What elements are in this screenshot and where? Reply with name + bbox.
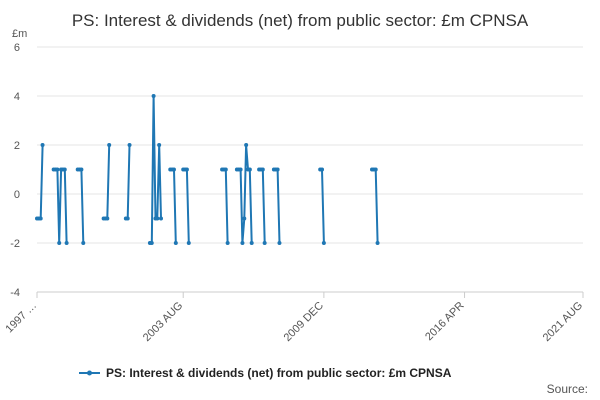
data-point[interactable]: [249, 241, 254, 245]
data-point[interactable]: [277, 241, 282, 245]
legend[interactable]: PS: Interest & dividends (net) from publ…: [79, 366, 452, 380]
series-segment: [149, 95, 162, 244]
data-point[interactable]: [375, 241, 380, 245]
x-tick-label: 2003 AUG: [141, 300, 185, 344]
series-segment: [170, 168, 177, 244]
gridlines: [37, 46, 583, 293]
data-point[interactable]: [171, 167, 176, 172]
x-tick-label: 2021 AUG: [541, 300, 585, 344]
chart-title: PS: Interest & dividends (net) from publ…: [72, 11, 529, 30]
series-segment: [259, 168, 266, 244]
series-line[interactable]: [35, 94, 380, 245]
x-tick-label: 1997 …: [3, 300, 39, 336]
data-point[interactable]: [238, 167, 243, 172]
y-tick-label: 2: [14, 140, 20, 152]
data-point[interactable]: [64, 241, 69, 245]
x-tick-label: 2016 APR: [423, 300, 467, 344]
data-point[interactable]: [38, 216, 43, 221]
x-axis: 1997 … 2003 AUG 2009 DEC 2016 APR 2021 AUG: [3, 292, 585, 344]
data-point[interactable]: [260, 167, 265, 172]
data-point[interactable]: [125, 216, 130, 221]
data-point[interactable]: [57, 241, 62, 245]
series-segment: [183, 168, 190, 244]
data-point[interactable]: [159, 216, 164, 221]
data-point[interactable]: [105, 216, 110, 221]
source-label: Source:: [547, 382, 588, 396]
data-point[interactable]: [55, 167, 60, 172]
legend-marker-swatch: [87, 370, 92, 376]
data-point[interactable]: [149, 241, 154, 245]
data-point[interactable]: [275, 167, 280, 172]
series-segment: [37, 144, 44, 220]
data-point[interactable]: [107, 143, 112, 147]
series-layer: [35, 94, 380, 245]
data-point[interactable]: [225, 241, 230, 245]
series-segment: [53, 168, 68, 244]
y-tick-label: -4: [10, 287, 20, 299]
series-segment: [222, 168, 229, 244]
series-segment: [372, 168, 379, 244]
x-tick-label: 2009 DEC: [282, 300, 326, 344]
data-point[interactable]: [186, 241, 191, 245]
y-tick-label: 0: [14, 189, 20, 201]
data-point[interactable]: [157, 143, 162, 147]
data-point[interactable]: [244, 143, 249, 147]
data-point[interactable]: [151, 94, 156, 98]
data-point[interactable]: [155, 216, 160, 221]
legend-label: PS: Interest & dividends (net) from publ…: [106, 366, 452, 380]
y-tick-label: 4: [14, 91, 20, 103]
series-segment: [103, 144, 111, 220]
y-tick-label: 6: [14, 42, 20, 54]
data-point[interactable]: [40, 143, 45, 147]
y-axis: 6 4 2 0 -2 -4: [10, 42, 20, 299]
series-segment: [77, 168, 85, 244]
data-point[interactable]: [127, 143, 132, 147]
series-segment: [125, 144, 131, 220]
data-point[interactable]: [62, 167, 67, 172]
data-point[interactable]: [223, 167, 228, 172]
series-segment: [320, 168, 325, 244]
data-point[interactable]: [240, 241, 245, 245]
data-point[interactable]: [79, 167, 84, 172]
series-segment: [273, 168, 281, 244]
data-point[interactable]: [373, 167, 378, 172]
y-tick-label: -2: [10, 238, 20, 250]
data-point[interactable]: [262, 241, 267, 245]
data-point[interactable]: [247, 167, 252, 172]
data-point[interactable]: [242, 216, 247, 221]
data-point[interactable]: [173, 241, 178, 245]
data-point[interactable]: [320, 167, 325, 172]
y-axis-label: £m: [12, 28, 27, 40]
data-point[interactable]: [184, 167, 189, 172]
data-point[interactable]: [321, 241, 326, 245]
data-point[interactable]: [81, 241, 86, 245]
